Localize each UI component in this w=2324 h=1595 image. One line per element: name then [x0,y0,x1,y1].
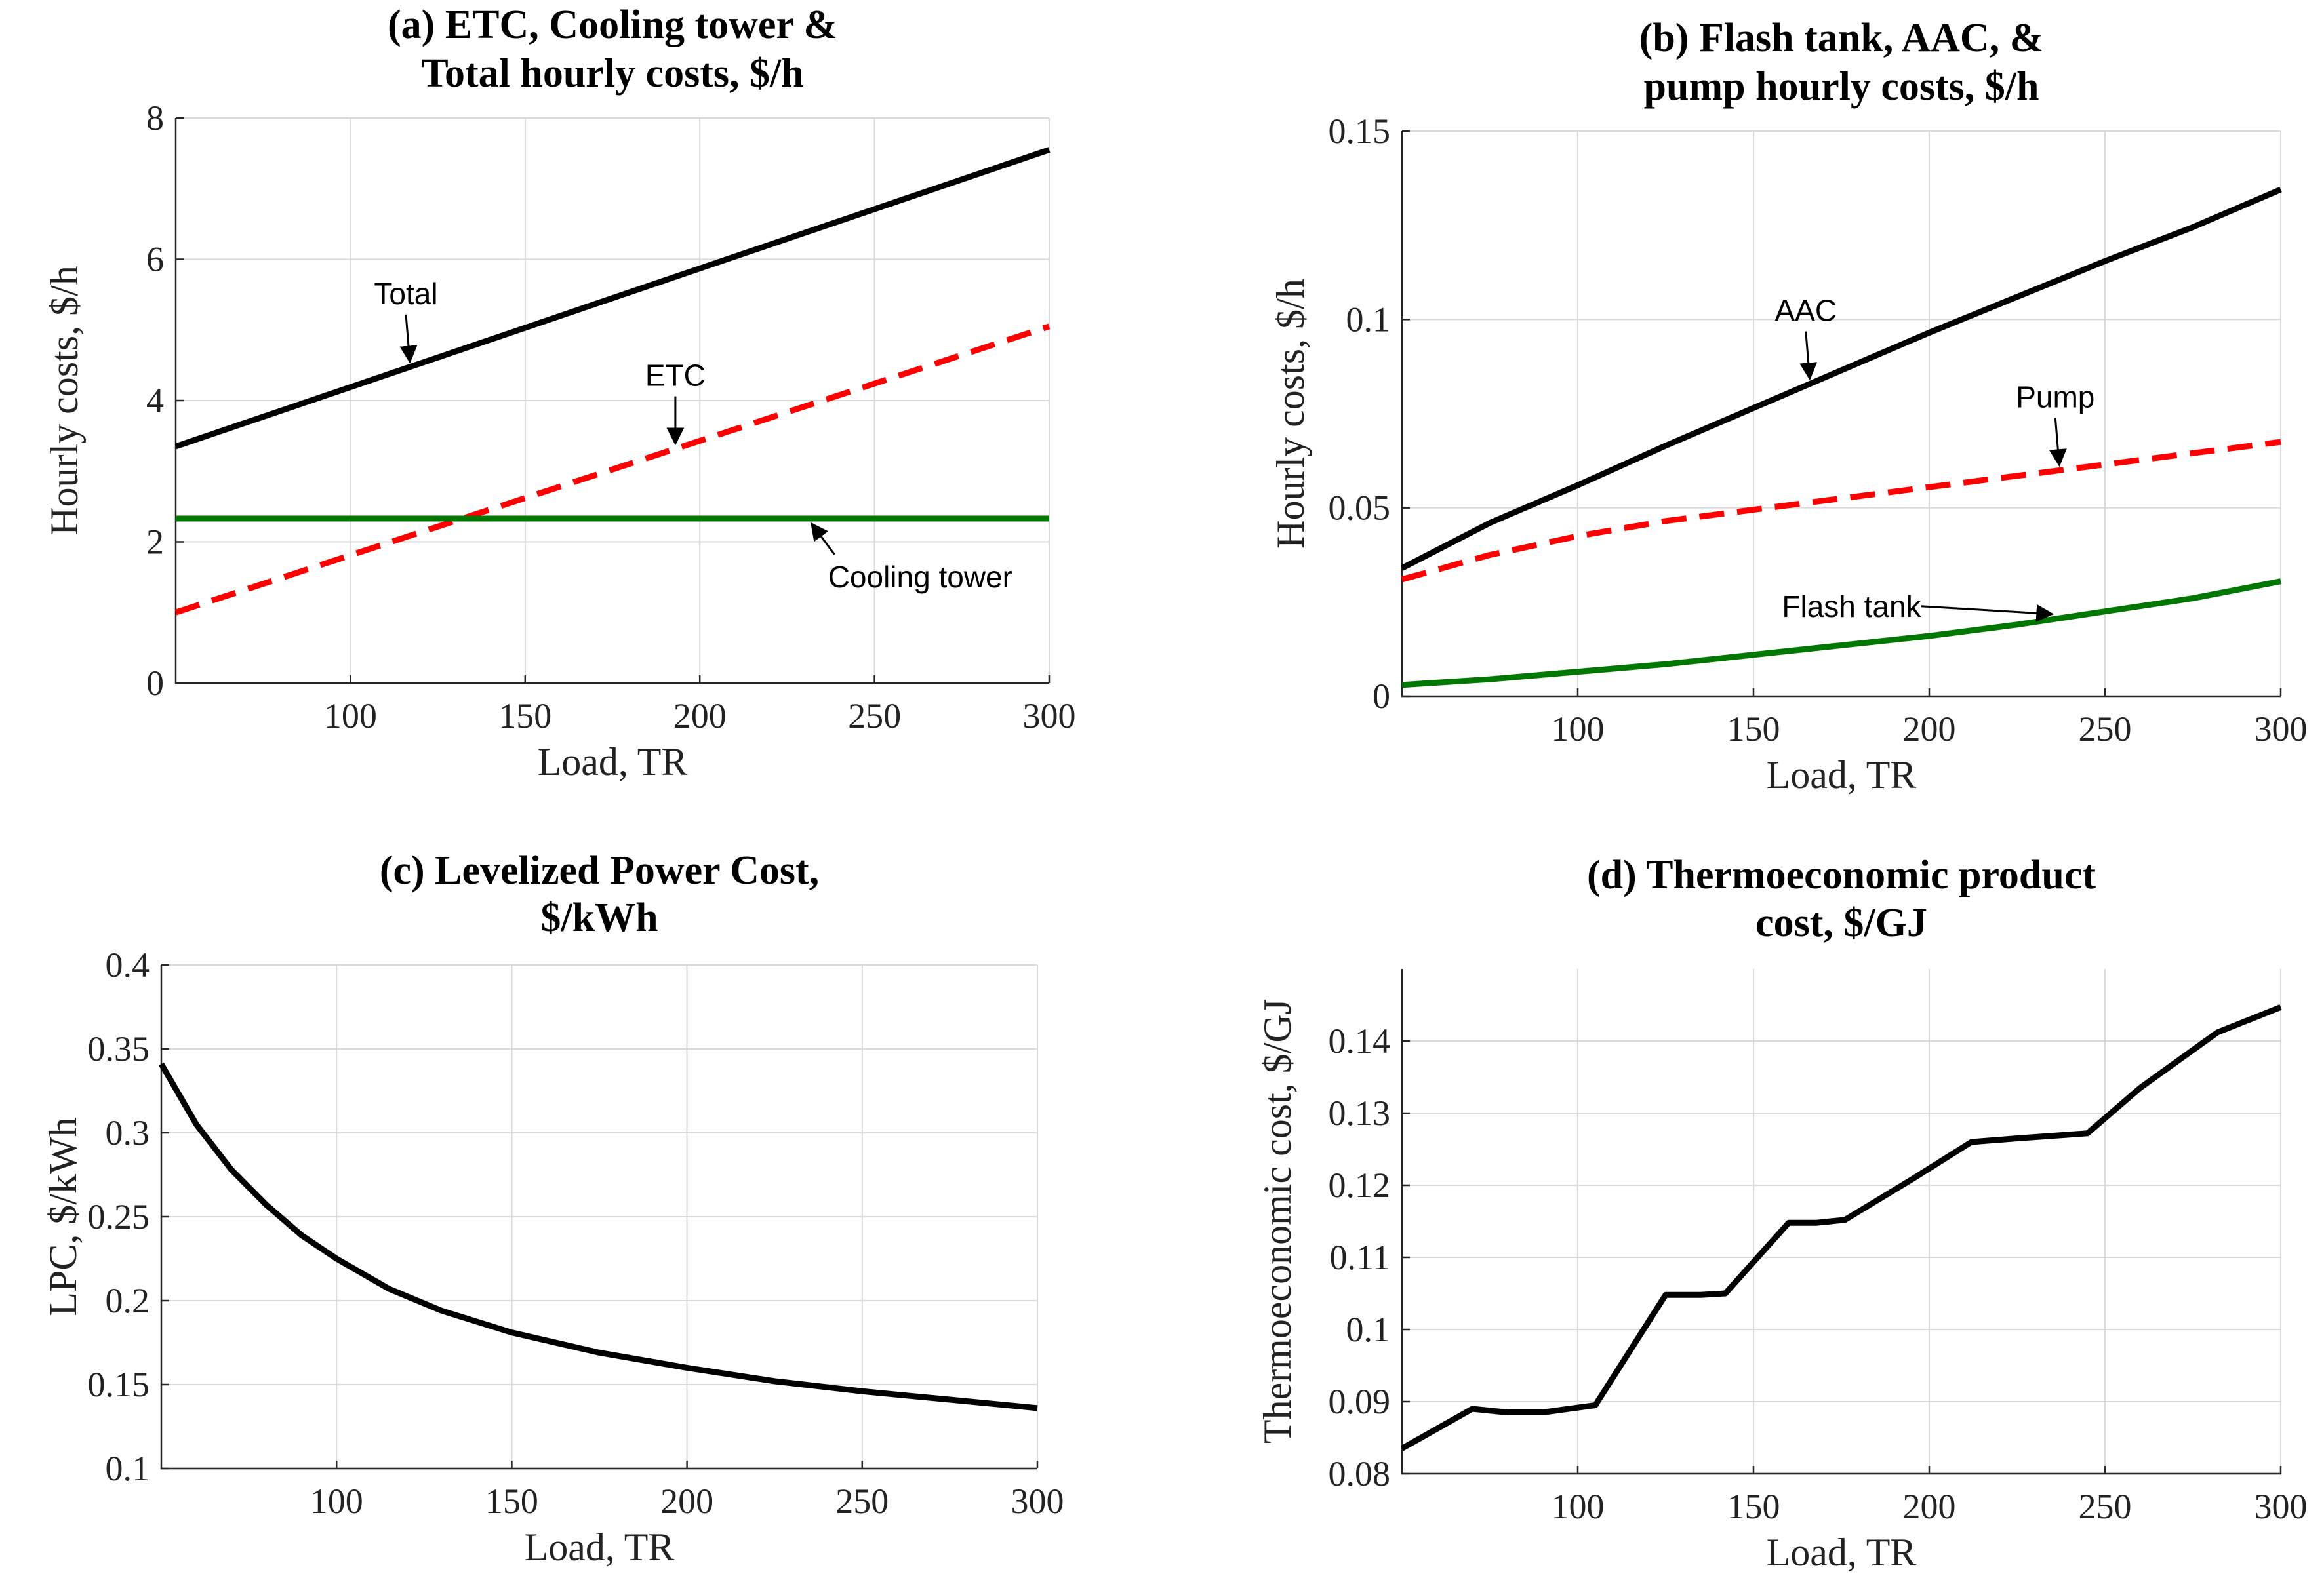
y-axis-label: Hourly costs, $/h [43,266,86,536]
annotation-arrow [2049,418,2067,467]
chart-c-title-line: $/kWh [540,896,658,940]
y-tick-label: 0.1 [1346,300,1391,339]
x-tick-label: 300 [2254,1487,2308,1526]
chart-c: (c) Levelized Power Cost,$/kWh 100 150 200 2… [41,848,1064,1569]
x-tick-label: 250 [2079,1487,2132,1526]
y-tick-label: 4 [146,381,164,420]
x-tick-label: 300 [1011,1482,1064,1521]
y-tick-label: 0.1 [1346,1310,1391,1349]
x-tick-label: 200 [660,1482,713,1521]
y-tick-label: 2 [146,522,164,562]
annotation-arrow [811,522,835,555]
annotation-label: ETC [645,359,706,393]
series-line-total [174,147,1051,450]
x-tick-label: 200 [1903,1487,1956,1526]
x-axis-label: Load, TR [1767,1531,1917,1574]
x-tick-label: 250 [848,696,901,736]
x-axis-label: Load, TR [1767,753,1917,797]
series-line-lpc [159,1062,1038,1411]
annotation-label: Flash tank [1782,589,1921,623]
annotation-label: AAC [1774,294,1837,328]
y-tick-label: 0.3 [106,1113,150,1152]
x-tick-label: 200 [1903,709,1956,749]
series-line-flash-tank [1401,578,2281,688]
y-axis-label: LPC, $/kWh [41,1117,85,1316]
y-tick-label: 0.35 [88,1029,150,1069]
y-tick-label: 0.15 [1329,111,1391,151]
y-tick-label: 0 [146,663,164,703]
y-tick-label: 0.1 [106,1449,150,1488]
y-tick-label: 0.11 [1330,1238,1391,1277]
chart-b-title-line: (b) Flash tank, AAC, & [1639,16,2044,60]
y-tick-label: 0.13 [1329,1093,1391,1133]
chart-a-title-line: Total hourly costs, $/h [421,51,803,96]
x-tick-label: 200 [673,696,727,736]
y-tick-label: 0.25 [88,1197,150,1236]
y-tick-label: 6 [146,240,164,279]
y-tick-label: 0.08 [1329,1454,1391,1493]
y-axis-label: Hourly costs, $/h [1269,279,1312,549]
annotation-arrow [399,314,418,364]
y-tick-label: 0.12 [1329,1166,1391,1205]
x-tick-label: 250 [835,1482,889,1521]
x-tick-label: 150 [1727,1487,1780,1526]
annotation-label: Pump [2016,380,2094,414]
y-axis-label: Thermoeconomic cost, $/GJ [1256,999,1299,1444]
x-tick-label: 100 [1552,1487,1605,1526]
x-tick-label: 150 [498,696,551,736]
annotation-label: Cooling tower [828,560,1012,594]
x-tick-label: 100 [1552,709,1605,749]
y-tick-label: 0.15 [88,1365,150,1404]
y-tick-label: 0.09 [1329,1382,1391,1421]
chart-a-title-line: (a) ETC, Cooling tower & [388,3,837,47]
chart-c-title-line: (c) Levelized Power Cost, [380,848,819,893]
annotation-arrow [1921,604,2054,622]
chart-a: (a) ETC, Cooling tower &Total hourly cos… [43,3,1076,783]
series-line-etc [174,323,1051,616]
annotation-arrow [1799,331,1818,381]
x-tick-label: 300 [1023,696,1076,736]
series-line-aac [1400,186,2282,571]
y-tick-label: 0.4 [106,945,150,985]
x-tick-label: 150 [485,1482,538,1521]
x-tick-label: 300 [2254,709,2308,749]
y-tick-label: 8 [146,98,164,138]
chart-d-title-line: cost, $/GJ [1755,901,1927,945]
chart-b: (b) Flash tank, AAC, &pump hourly costs,… [1269,16,2308,797]
y-tick-label: 0.05 [1329,488,1391,528]
x-tick-label: 100 [324,696,377,736]
x-tick-label: 100 [310,1482,363,1521]
x-tick-label: 150 [1727,709,1780,749]
x-axis-label: Load, TR [525,1526,675,1569]
chart-b-title-line: pump hourly costs, $/h [1644,64,2039,109]
chart-d-title-line: (d) Thermoeconomic product [1587,853,2096,897]
x-axis-label: Load, TR [538,740,688,783]
x-tick-label: 250 [2079,709,2132,749]
series-line-pump [1401,439,2281,583]
y-tick-label: 0.2 [106,1281,150,1320]
annotation-label: Total [374,277,437,311]
y-tick-label: 0.14 [1329,1021,1391,1061]
series-line-thermoeconomic-cost [1400,1004,2282,1451]
y-tick-label: 0 [1372,677,1390,716]
